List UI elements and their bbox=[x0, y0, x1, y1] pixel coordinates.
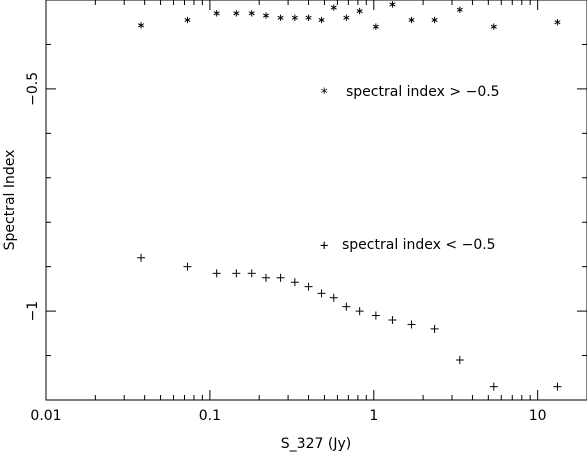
plus-marker bbox=[262, 273, 271, 282]
plus-marker bbox=[232, 269, 241, 278]
star-marker bbox=[233, 10, 240, 17]
star-marker bbox=[356, 7, 363, 15]
star-marker bbox=[213, 10, 220, 17]
star-marker bbox=[408, 16, 415, 24]
y-axis-title: Spectral Index bbox=[2, 150, 18, 251]
plus-marker bbox=[489, 382, 498, 391]
star-marker bbox=[554, 19, 561, 26]
x-tick-label: 0.1 bbox=[199, 408, 221, 424]
x-axis-title: S_327 (Jy) bbox=[281, 436, 351, 452]
legend-label-above: spectral index > −0.5 bbox=[346, 84, 500, 100]
star-marker bbox=[431, 16, 438, 24]
plus-marker bbox=[329, 293, 338, 302]
legend: * spectral index > −0.5 + spectral index… bbox=[320, 84, 500, 254]
y-tick-label: −0.5 bbox=[25, 72, 41, 106]
x-tick-label: 1 bbox=[369, 408, 378, 424]
plus-marker bbox=[183, 262, 192, 271]
star-marker bbox=[305, 14, 312, 21]
plus-marker bbox=[276, 273, 285, 282]
plus-marker bbox=[430, 324, 439, 333]
plus-marker bbox=[407, 320, 416, 329]
plus-marker bbox=[388, 316, 397, 324]
star-marker bbox=[318, 16, 325, 24]
data-points bbox=[137, 1, 562, 391]
star-marker bbox=[372, 23, 379, 30]
plus-marker bbox=[304, 282, 313, 291]
star-marker bbox=[262, 12, 270, 19]
legend-marker-plus: + bbox=[320, 238, 328, 254]
plus-marker bbox=[212, 269, 221, 278]
star-marker bbox=[389, 1, 396, 8]
star-marker bbox=[248, 10, 255, 17]
x-tick-label: 10 bbox=[529, 408, 547, 424]
plot-frame bbox=[45, 0, 587, 401]
plus-marker bbox=[137, 253, 146, 262]
star-marker bbox=[456, 6, 463, 13]
legend-label-below: spectral index < −0.5 bbox=[342, 237, 496, 253]
plus-marker bbox=[355, 307, 364, 316]
star-marker bbox=[291, 14, 298, 21]
plus-marker bbox=[342, 302, 351, 311]
plus-marker bbox=[317, 289, 326, 298]
x-axis: 0.01 0.1 1 10 bbox=[30, 0, 587, 424]
star-marker bbox=[490, 23, 497, 30]
star-marker bbox=[184, 16, 191, 24]
star-marker bbox=[277, 14, 284, 21]
plus-marker bbox=[247, 269, 256, 278]
star-marker bbox=[343, 14, 350, 21]
plus-marker bbox=[371, 311, 380, 320]
star-marker bbox=[137, 22, 145, 29]
plus-marker bbox=[553, 382, 562, 391]
y-axis: −0.5 −1 bbox=[25, 0, 587, 401]
star-marker bbox=[330, 4, 337, 11]
plus-marker bbox=[455, 356, 464, 364]
y-tick-label: −1 bbox=[25, 301, 41, 322]
plus-marker bbox=[290, 278, 299, 287]
legend-marker-star: * bbox=[320, 86, 328, 102]
x-tick-label: 0.01 bbox=[30, 408, 61, 424]
